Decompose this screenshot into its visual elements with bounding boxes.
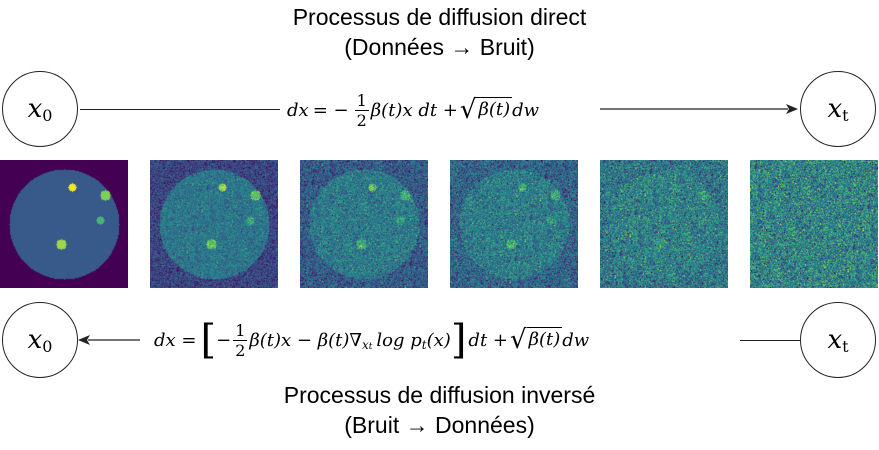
reverse-eq-score-sub: t [421,338,427,352]
image-noisy-4 [600,160,728,288]
reverse-eq-score: log p [376,329,422,351]
reverse-eq-minus: − [216,329,232,351]
reverse-eq-grad-subsub: t [368,342,373,352]
image-pure-noise [750,160,878,288]
image-noisy-3 [450,160,578,288]
forward-end-sub: t [842,105,849,125]
reverse-eq-grad-sub-x: x [362,338,369,352]
reverse-end-sub: 0 [42,336,53,356]
forward-eq-sqrt: √ β(t) [459,95,513,125]
reverse-eq-fraction: 1 2 [233,320,248,360]
reverse-eq-drift: β(t)x − β(t)∇ [249,329,362,351]
forward-eq-sqrt-body: β(t) [476,97,513,123]
forward-eq-frac-num: 1 [354,90,369,111]
image-noisy-1 [150,160,278,288]
forward-title-line1: Processus de diffusion direct [292,4,587,30]
image-clean [0,160,128,288]
forward-arrow [600,104,798,114]
forward-eq-noise: dw [512,99,540,121]
reverse-eq-grad-sub: xt [362,338,372,352]
reverse-end-var: x [27,325,43,355]
reverse-line-right [740,340,800,341]
forward-title-line2: (Données → Bruit) [344,34,535,60]
forward-eq-lhs: dx [287,99,309,121]
reverse-eq-close: ] [450,317,467,363]
forward-equation: dx = − 1 2 β(t)x dt + √ β(t) dw [281,88,546,132]
reverse-eq-frac-num: 1 [233,320,248,341]
reverse-eq-score-arg: (x) [426,329,451,351]
reverse-start-var: x [827,325,843,355]
reverse-eq-noise: dw [562,329,590,351]
reverse-arrow [78,335,140,345]
forward-end-var: x [827,94,843,124]
forward-eq-drift: β(t)x dt + [370,99,458,121]
reverse-eq-frac-den: 2 [235,340,246,360]
reverse-title-line2: (Bruit → Données) [344,412,535,438]
forward-eq-frac-den: 2 [356,110,367,130]
reverse-eq-dt: dt + [468,329,508,351]
reverse-title-line1: Processus de diffusion inversé [283,382,596,408]
forward-eq-equals: = − [312,99,349,121]
forward-eq-fraction: 1 2 [354,90,369,130]
forward-line-left [80,109,280,110]
forward-start-sub: 0 [42,105,53,125]
reverse-start-sub: t [842,336,849,356]
reverse-eq-lhs: dx = [154,329,197,351]
image-noisy-2 [300,160,428,288]
forward-start-var: x [27,94,43,124]
reverse-title: Processus de diffusion inversé (Bruit → … [0,380,879,440]
reverse-eq-open: [ [200,317,217,363]
reverse-equation: dx = [ − 1 2 β(t)x − β(t)∇ xt log p t (x) ]… [148,312,596,368]
forward-title: Processus de diffusion direct (Données →… [0,2,879,62]
reverse-eq-sqrt: √ β(t) [509,325,563,355]
reverse-eq-sqrt-body: β(t) [526,327,563,353]
